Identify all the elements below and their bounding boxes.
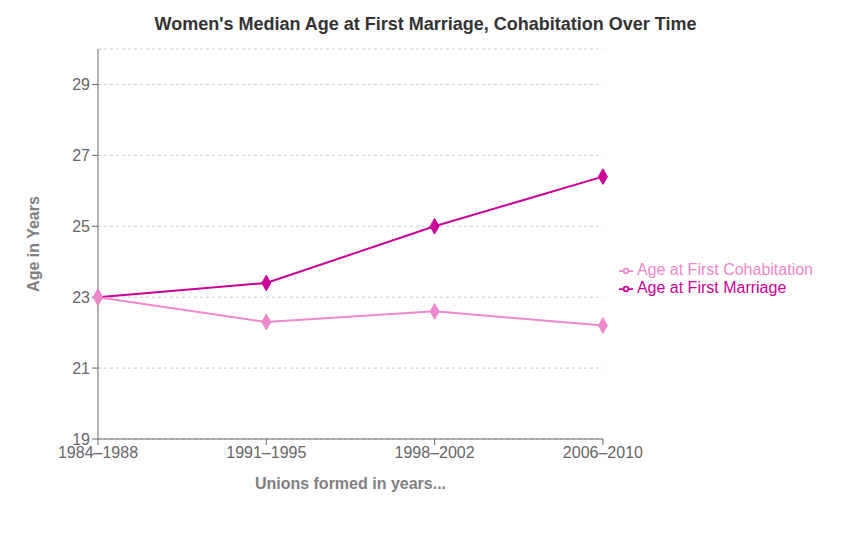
svg-text:1998–2002: 1998–2002 xyxy=(395,444,475,461)
svg-text:2006–2010: 2006–2010 xyxy=(563,444,643,461)
svg-text:19: 19 xyxy=(72,431,90,448)
svg-text:23: 23 xyxy=(72,289,90,306)
html-text:Women's Median Age at First Ma: Women's Median Age at First Marriage, Co… xyxy=(154,14,697,34)
svg-text:25: 25 xyxy=(72,218,90,235)
svg-text:Age in Years: Age in Years xyxy=(25,196,42,292)
svg-text:Unions formed in years...: Unions formed in years... xyxy=(255,475,446,492)
html-text:Age at First Cohabitation: Age at First Cohabitation xyxy=(636,261,813,278)
html-text:Age at First Marriage: Age at First Marriage xyxy=(636,279,787,296)
svg-text:1984–1988: 1984–1988 xyxy=(58,444,138,461)
svg-text:21: 21 xyxy=(72,360,90,377)
svg-text:1991–1995: 1991–1995 xyxy=(226,444,306,461)
svg-text:29: 29 xyxy=(72,76,90,93)
svg-text:27: 27 xyxy=(72,147,90,164)
